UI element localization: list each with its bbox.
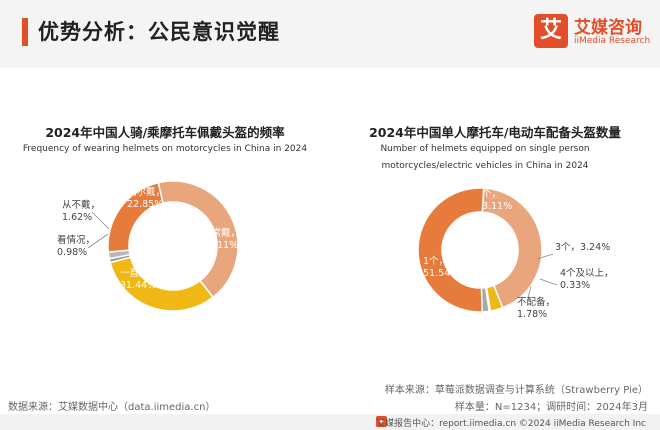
sample-size-note: 样本量：N=1234；调研时间：2024年3月 xyxy=(454,402,648,413)
title-accent-bar xyxy=(22,18,28,46)
data-source-note: 数据来源：艾媒数据中心（data.iimedia.cn） xyxy=(8,402,216,413)
footer-text: 艾媒报告中心：report.iimedia.cn ©2024 iiMedia R… xyxy=(376,419,646,429)
chart-1-leader-line-4 xyxy=(91,211,110,230)
chart-2-slice-label-2: 3个，3.24% xyxy=(555,242,610,253)
chart-1-slice-label-3: 看情况， xyxy=(57,234,95,246)
iimedia-logo: 艾 艾媒咨询 iiMedia Research xyxy=(534,12,650,52)
chart-2-leader-line-3 xyxy=(539,278,558,286)
chart-2-slice-label-4: 不配备， xyxy=(517,296,555,308)
footer-bar xyxy=(0,414,660,430)
chart-2-slice-value-4: 1.78% xyxy=(517,309,547,320)
chart-2-title: 2024年中国单人摩托车/电动车配备头盔数量 xyxy=(369,125,621,140)
logo-mark-icon: 艾 xyxy=(534,14,568,48)
chart-1-slice-value-2: 31.44% xyxy=(120,280,156,291)
chart-2-slice-5 xyxy=(417,187,485,313)
chart-2-slice-label-5: 1个， xyxy=(423,256,448,267)
chart-1-slice-value-1: 43.11% xyxy=(202,240,238,251)
chart-1-slice-label-5: 偶尔戴， xyxy=(127,186,165,198)
chart-2-leader-line-4 xyxy=(527,285,532,299)
chart-2-slice-label-1: 2个， xyxy=(476,189,501,200)
chart-1-subtitle: Frequency of wearing helmets on motorcyc… xyxy=(22,144,308,154)
chart-1-slice-5 xyxy=(107,181,164,253)
chart-1-slice-label-4: 从不戴， xyxy=(62,199,100,211)
chart-2-slice-1 xyxy=(481,187,543,309)
chart-1-slice-value-3: 0.98% xyxy=(57,247,87,258)
chart-1-slice-label-2: 一直戴， xyxy=(120,267,158,279)
sample-source-note: 样本来源：草莓派数据调查与计算系统（Strawberry Pie） xyxy=(384,385,648,396)
chart-2-leader-line-2 xyxy=(536,253,554,260)
chart-1-slice-value-4: 1.62% xyxy=(62,212,92,223)
logo-name-en: iiMedia Research xyxy=(574,36,651,46)
page-title: 优势分析：公民意识觉醒 xyxy=(38,20,280,44)
chart-2-slice-value-3: 0.33% xyxy=(560,280,590,291)
chart-1-leader-line-3 xyxy=(87,233,109,249)
chart-2-slice-label-3: 4个及以上， xyxy=(560,268,614,279)
chart-1-slice-1 xyxy=(157,180,239,299)
report-center-icon: ✦ xyxy=(376,416,387,427)
chart-1-slice-value-5: 22.85% xyxy=(127,199,163,210)
chart-2-slice-value-5: 51.54% xyxy=(423,268,459,279)
chart-2-slice-value-1: 43.11% xyxy=(476,201,512,212)
chart-1-slice-label-1: 经常戴， xyxy=(202,227,240,239)
logo-name-cn: 艾媒咨询 xyxy=(574,18,642,38)
chart-2-subtitle: Number of helmets equipped on single per… xyxy=(380,144,590,171)
chart-1-title: 2024年中国人骑/乘摩托车佩戴头盔的频率 xyxy=(45,125,285,140)
